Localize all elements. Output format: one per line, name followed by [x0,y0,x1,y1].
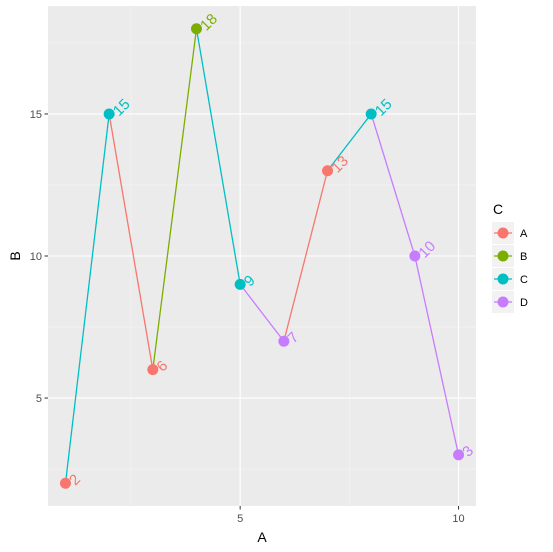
legend-label: C [520,274,528,286]
data-point [147,364,159,376]
data-point [409,250,421,262]
data-point [365,108,377,120]
x-tick-label: 5 [237,513,243,525]
y-tick-label: 5 [36,393,42,405]
data-point [234,278,246,290]
x-axis-title: A [257,529,267,545]
data-points [59,23,465,489]
grid [48,6,476,506]
series-line-segment [326,113,372,172]
legend-title: C [493,201,503,217]
y-axis-title: B [7,251,23,260]
y-axis: 5 10 15 [30,109,48,405]
series-line-segment [152,28,198,370]
data-point [190,23,202,35]
legend-label: B [520,251,527,263]
series-line-segment [283,170,329,342]
data-point [278,335,290,347]
x-tick-label: 10 [452,513,464,525]
data-point [322,165,334,177]
series-line-segment [64,113,110,484]
legend-label: A [520,228,528,240]
legend-key-point [497,273,509,285]
series-line-segment [414,255,460,456]
legend-label: D [520,297,528,309]
legend-key-point [497,227,509,239]
series-lines [64,28,460,484]
x-axis: 5 10 [237,506,465,525]
series-line-segment [195,28,241,285]
data-point [103,108,115,120]
y-tick-label: 15 [30,109,42,121]
legend-key-point [497,296,509,308]
series-line-segment [239,284,285,342]
series-line-segment [370,113,416,257]
data-point [59,477,71,489]
data-point [453,449,465,461]
y-tick-label: 10 [30,251,42,263]
legend-key-point [497,250,509,262]
series-line-segment [108,113,154,370]
